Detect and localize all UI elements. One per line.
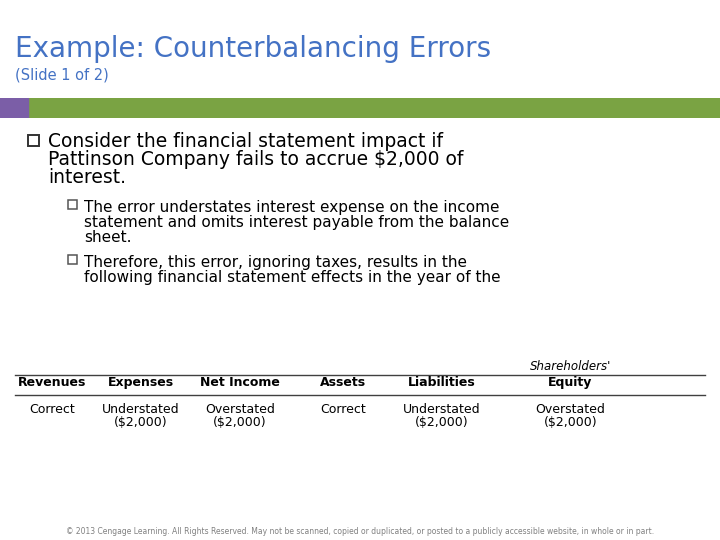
Text: ($2,000): ($2,000): [213, 416, 266, 429]
Bar: [68, 200, 77, 209]
Text: Net Income: Net Income: [200, 376, 279, 389]
Text: ($2,000): ($2,000): [415, 416, 469, 429]
Text: Correct: Correct: [29, 403, 75, 416]
Text: Shareholders': Shareholders': [529, 360, 611, 373]
Text: The error understates interest expense on the income: The error understates interest expense o…: [84, 200, 500, 215]
Bar: [68, 255, 77, 264]
Bar: [0, 98, 28, 118]
Text: © 2013 Cengage Learning. All Rights Reserved. May not be scanned, copied or dupl: © 2013 Cengage Learning. All Rights Rese…: [66, 526, 654, 536]
Text: Understated: Understated: [102, 403, 180, 416]
Text: ($2,000): ($2,000): [544, 416, 597, 429]
Text: Understated: Understated: [403, 403, 481, 416]
Text: Overstated: Overstated: [204, 403, 275, 416]
Text: Example: Counterbalancing Errors: Example: Counterbalancing Errors: [15, 35, 491, 63]
Text: Therefore, this error, ignoring taxes, results in the: Therefore, this error, ignoring taxes, r…: [84, 255, 467, 270]
Text: Expenses: Expenses: [108, 376, 174, 389]
Text: Correct: Correct: [320, 403, 366, 416]
Text: Assets: Assets: [320, 376, 366, 389]
Text: Equity: Equity: [548, 376, 593, 389]
Text: ($2,000): ($2,000): [114, 416, 168, 429]
Text: interest.: interest.: [48, 168, 126, 187]
Text: Liabilities: Liabilities: [408, 376, 476, 389]
Bar: [28, 135, 39, 146]
Text: sheet.: sheet.: [84, 230, 132, 245]
Text: statement and omits interest payable from the balance: statement and omits interest payable fro…: [84, 215, 509, 230]
Text: following financial statement effects in the year of the: following financial statement effects in…: [84, 270, 500, 285]
Text: Consider the financial statement impact if: Consider the financial statement impact …: [48, 132, 443, 151]
Text: (Slide 1 of 2): (Slide 1 of 2): [15, 68, 109, 83]
Text: Revenues: Revenues: [18, 376, 86, 389]
Text: Pattinson Company fails to accrue $2,000 of: Pattinson Company fails to accrue $2,000…: [48, 150, 464, 169]
Text: Overstated: Overstated: [535, 403, 606, 416]
